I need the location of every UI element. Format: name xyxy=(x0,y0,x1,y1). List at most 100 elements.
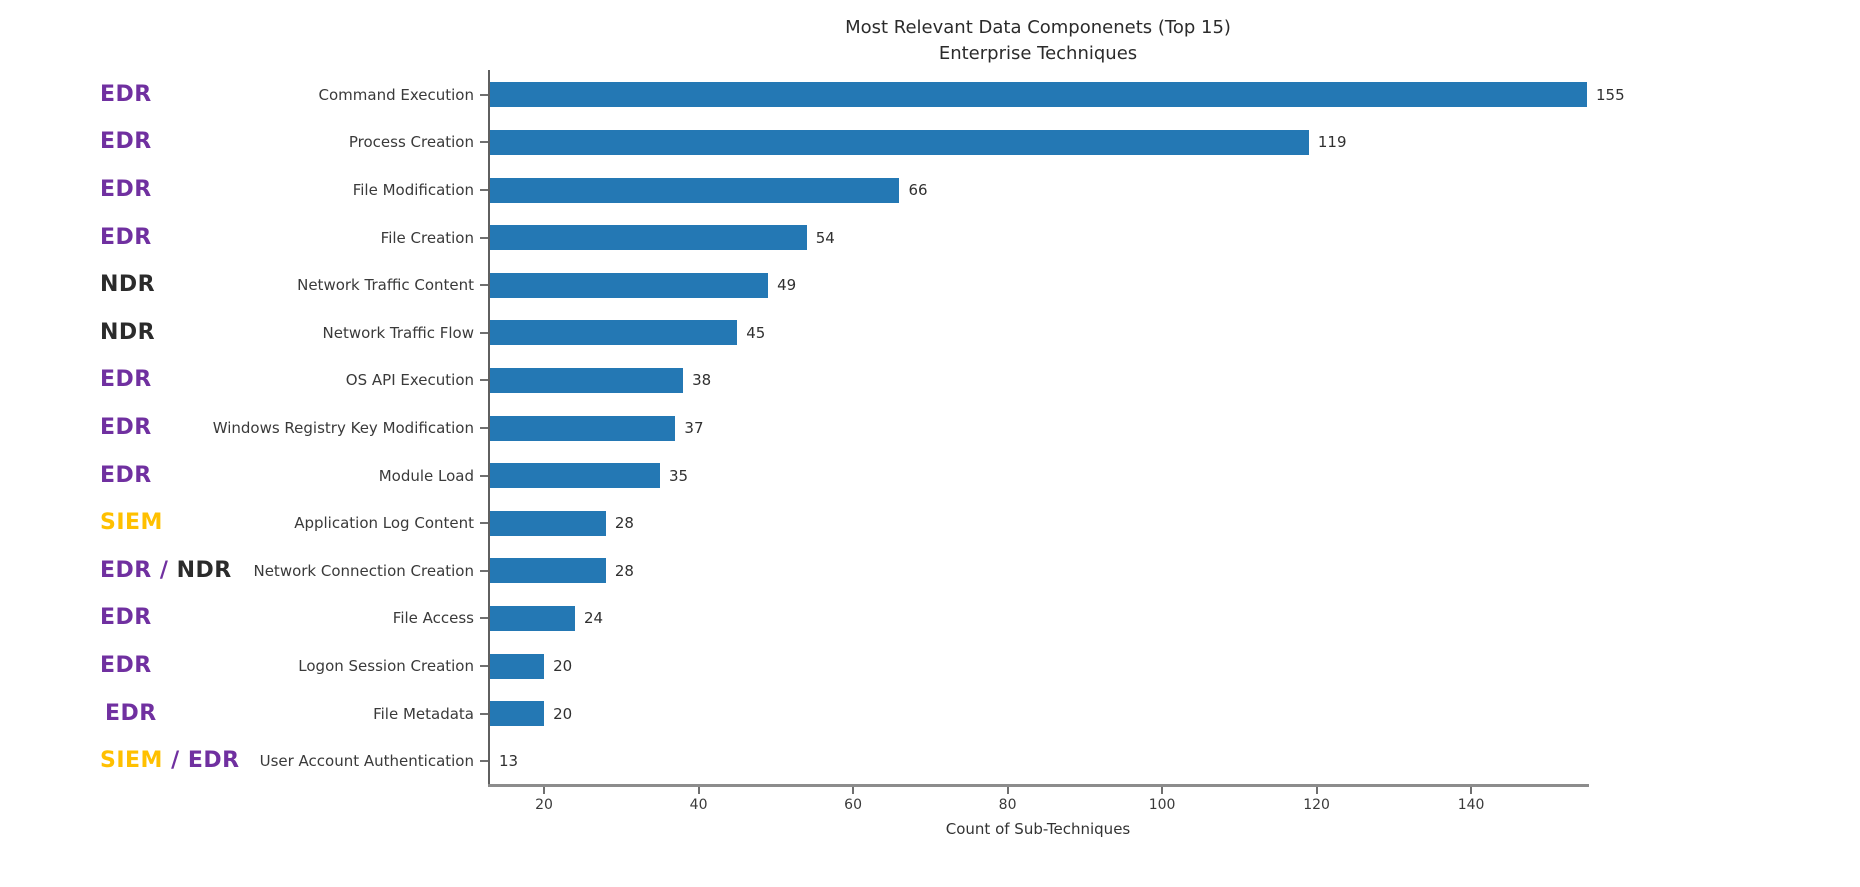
x-tick-mark xyxy=(1161,787,1164,794)
category-label: Application Log Content xyxy=(294,514,474,533)
x-tick-label: 40 xyxy=(689,797,708,813)
x-tick-mark xyxy=(1470,787,1473,794)
x-tick-label: 80 xyxy=(998,797,1017,813)
tool-label: SIEM xyxy=(100,748,163,774)
tool-annotation: EDR xyxy=(100,128,152,156)
tool-label: EDR xyxy=(100,224,152,250)
y-tick-mark xyxy=(480,427,488,429)
bar xyxy=(490,510,606,536)
tool-label: NDR xyxy=(176,557,232,583)
tool-label: EDR xyxy=(100,557,152,583)
category-label: Logon Session Creation xyxy=(298,657,474,675)
tool-annotation: EDR xyxy=(100,414,152,442)
tool-annotation: EDR xyxy=(100,224,152,252)
tool-annotation: EDR xyxy=(100,176,152,204)
x-tick-mark xyxy=(1315,787,1318,794)
tool-annotation: EDR xyxy=(100,366,152,394)
tool-label: EDR xyxy=(187,748,240,774)
category-label: File Modification xyxy=(352,181,474,199)
category-label: OS API Execution xyxy=(345,371,474,390)
x-tick-mark xyxy=(697,787,700,794)
x-axis-label: Count of Sub-Techniques xyxy=(945,820,1131,838)
y-axis-line xyxy=(488,70,490,786)
bar xyxy=(490,701,545,727)
tool-label: NDR xyxy=(100,272,156,298)
tool-annotation: EDR xyxy=(100,81,152,109)
category-label: File Metadata xyxy=(373,704,474,723)
bar xyxy=(490,82,1587,108)
y-tick-mark xyxy=(480,760,488,763)
bar xyxy=(490,129,1309,155)
bar-value-label: 45 xyxy=(746,323,766,342)
bar xyxy=(490,177,900,203)
y-tick-mark xyxy=(480,189,488,191)
bar-value-label: 13 xyxy=(499,752,519,771)
y-tick-mark xyxy=(480,331,488,334)
category-label: Process Creation xyxy=(348,133,474,152)
chart-subtitle: Enterprise Techniques xyxy=(938,43,1138,64)
category-label: Network Traffic Content xyxy=(297,276,474,295)
bar xyxy=(490,272,769,298)
bar xyxy=(490,605,575,631)
category-label: User Account Authentication xyxy=(259,752,474,771)
tool-label: NDR xyxy=(100,319,156,345)
y-tick-mark xyxy=(480,93,488,96)
tool-label: EDR xyxy=(100,462,152,488)
tool-label: SIEM xyxy=(100,510,163,536)
y-tick-mark xyxy=(480,379,488,382)
bar-value-label: 66 xyxy=(908,181,928,199)
bar xyxy=(490,415,676,441)
bar-value-label: 20 xyxy=(553,704,573,723)
tool-label: EDR xyxy=(100,81,152,107)
y-tick-mark xyxy=(480,617,488,620)
x-tick-label: 100 xyxy=(1148,797,1176,813)
y-tick-mark xyxy=(480,665,488,667)
y-tick-mark xyxy=(480,569,488,572)
tool-label: EDR xyxy=(105,700,157,726)
bar-value-label: 28 xyxy=(614,561,634,580)
tool-annotation: SIEM xyxy=(100,509,163,537)
bar-value-label: 49 xyxy=(777,276,797,295)
bar-value-label: 35 xyxy=(668,466,689,485)
tool-annotation: EDR xyxy=(105,700,157,728)
tool-annotation: EDR xyxy=(100,462,152,490)
tool-label: EDR xyxy=(100,605,152,631)
category-label: Network Traffic Flow xyxy=(322,323,474,342)
y-tick-mark xyxy=(480,141,488,144)
bar xyxy=(490,558,606,584)
bar xyxy=(490,463,660,489)
category-label: Module Load xyxy=(378,466,474,485)
bar-value-label: 155 xyxy=(1596,85,1625,104)
tool-label: EDR xyxy=(100,415,152,440)
x-tick-label: 60 xyxy=(844,797,862,813)
tool-annotation: EDR xyxy=(100,604,152,632)
category-label: File Creation xyxy=(380,228,474,247)
category-label: File Access xyxy=(392,609,474,628)
tool-label: EDR xyxy=(100,129,152,155)
tool-label: / xyxy=(162,748,188,774)
y-tick-mark xyxy=(480,474,488,477)
y-tick-mark xyxy=(480,712,488,715)
y-tick-mark xyxy=(480,284,488,287)
x-tick-mark xyxy=(543,787,546,794)
tool-annotation: NDR xyxy=(100,271,155,299)
y-tick-mark xyxy=(480,236,488,239)
tool-label: EDR xyxy=(100,177,152,202)
tool-label: EDR xyxy=(100,653,152,678)
category-label: Command Execution xyxy=(318,85,474,104)
y-tick-mark xyxy=(480,522,488,525)
bar-value-label: 119 xyxy=(1317,133,1347,152)
tool-annotation: SIEM / EDR xyxy=(100,747,240,775)
chart-title: Most Relevant Data Componenets (Top 15) xyxy=(845,17,1231,38)
bar-value-label: 37 xyxy=(684,419,704,437)
bar xyxy=(490,653,545,679)
x-tick-label: 20 xyxy=(535,797,553,813)
x-tick-mark xyxy=(852,787,855,794)
x-axis-line xyxy=(488,784,1589,787)
bar-value-label: 54 xyxy=(815,228,835,247)
tool-annotation: EDR / NDR xyxy=(100,557,232,585)
bar-value-label: 24 xyxy=(583,609,604,628)
x-tick-label: 120 xyxy=(1303,797,1330,813)
x-tick-label: 140 xyxy=(1457,797,1485,813)
